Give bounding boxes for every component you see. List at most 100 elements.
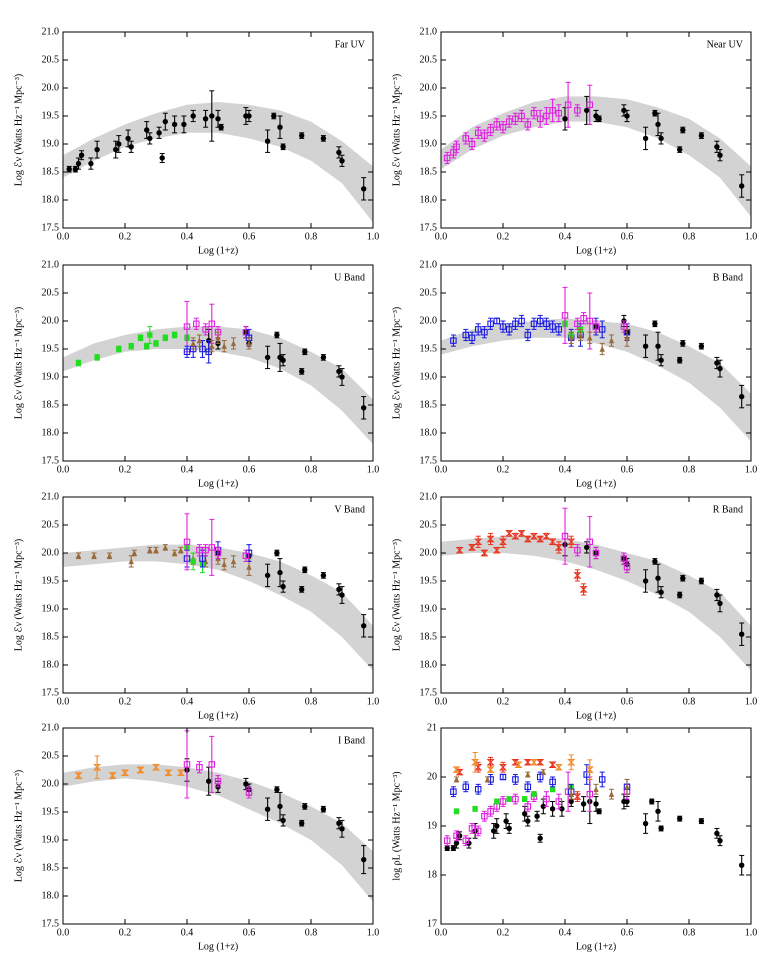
point xyxy=(88,160,94,167)
point xyxy=(642,820,649,827)
point xyxy=(512,320,519,328)
point xyxy=(525,771,531,778)
panel: 0.0 0.2 0.4 0.6 0.8 1.0 17.5 18.0 18.5 19.0 19.5 20… xyxy=(391,259,757,489)
point xyxy=(505,326,513,333)
point xyxy=(75,160,82,167)
point xyxy=(199,345,206,353)
point xyxy=(246,563,252,570)
point xyxy=(202,326,209,333)
y-tick-label: 18.0 xyxy=(42,890,60,901)
point xyxy=(530,109,538,117)
point xyxy=(339,592,345,598)
point xyxy=(264,806,271,812)
point xyxy=(536,317,544,325)
point xyxy=(302,349,308,355)
plot-area xyxy=(441,507,751,671)
point xyxy=(655,343,661,349)
point xyxy=(524,331,532,339)
point xyxy=(468,825,476,832)
point xyxy=(443,154,451,162)
point xyxy=(512,115,519,123)
y-tick-label: 19.5 xyxy=(420,343,438,354)
plot-area xyxy=(441,286,751,442)
point xyxy=(586,101,594,109)
y-tick-label: 17.5 xyxy=(42,687,60,698)
point xyxy=(453,143,460,151)
point xyxy=(193,320,200,328)
point xyxy=(277,124,283,130)
point xyxy=(549,107,556,114)
y-tick-label: 21 xyxy=(427,722,437,733)
point xyxy=(214,549,222,557)
point xyxy=(714,592,720,598)
axes-frame xyxy=(440,264,752,462)
point xyxy=(299,368,305,375)
point xyxy=(93,763,102,771)
y-tick-label: 19.5 xyxy=(42,575,60,586)
point xyxy=(230,558,237,565)
y-tick-label: 18.5 xyxy=(42,631,60,642)
y-tick-label: 20.5 xyxy=(42,750,60,761)
point xyxy=(739,862,745,868)
y-tick-label: 18.0 xyxy=(42,194,60,205)
point xyxy=(486,535,495,543)
point xyxy=(714,144,720,150)
point xyxy=(620,323,628,330)
point xyxy=(221,561,227,567)
model-band xyxy=(63,102,373,223)
x-tick-label: 0.6 xyxy=(621,464,634,475)
point xyxy=(468,334,476,342)
x-tick-label: 0.4 xyxy=(559,927,572,938)
point xyxy=(652,110,658,116)
y-tick-label: 19.5 xyxy=(42,343,60,354)
x-tick-label: 1.0 xyxy=(745,927,758,938)
y-tick-label: 21.0 xyxy=(42,722,60,733)
point xyxy=(462,135,470,142)
x-tick-label: 0.6 xyxy=(243,927,256,938)
point xyxy=(568,798,574,805)
point xyxy=(540,803,546,810)
point xyxy=(242,552,250,560)
point xyxy=(450,845,457,851)
point xyxy=(361,186,367,192)
point xyxy=(658,589,664,595)
x-tick-label: 0.0 xyxy=(435,231,448,242)
panel-label: Near UV xyxy=(707,39,744,50)
point xyxy=(302,567,308,573)
plot-area xyxy=(441,81,751,217)
panel: 0.0 0.2 0.4 0.6 0.8 1.0 17.5 18.0 18.5 19.0 19.5 20… xyxy=(13,491,379,721)
axes-frame xyxy=(62,31,374,229)
point xyxy=(320,572,327,579)
point xyxy=(568,334,574,341)
point xyxy=(66,166,72,172)
point xyxy=(190,340,196,347)
point xyxy=(474,326,482,333)
model-band xyxy=(63,544,373,671)
point xyxy=(274,786,280,793)
point xyxy=(206,778,212,784)
point xyxy=(320,806,327,812)
point xyxy=(549,806,556,812)
x-tick-label: 1.0 xyxy=(367,464,380,475)
point xyxy=(542,532,551,540)
y-tick-label: 17.5 xyxy=(42,455,60,466)
point xyxy=(208,320,216,328)
point xyxy=(481,812,488,820)
point xyxy=(555,109,563,117)
x-tick-label: 0.6 xyxy=(243,231,256,242)
point xyxy=(677,357,683,363)
y-tick-label: 21.0 xyxy=(42,259,60,270)
model-band xyxy=(441,318,751,442)
y-tick-label: 20.0 xyxy=(42,315,60,326)
point xyxy=(529,532,539,540)
x-tick-label: 0.4 xyxy=(181,696,194,707)
point xyxy=(518,112,525,120)
x-tick-label: 0.2 xyxy=(497,927,510,938)
point xyxy=(593,801,599,807)
point xyxy=(739,393,745,400)
y-tick-label: 21.0 xyxy=(42,26,60,37)
point xyxy=(230,340,237,347)
point xyxy=(518,317,525,325)
point xyxy=(153,547,159,553)
point xyxy=(505,530,514,537)
